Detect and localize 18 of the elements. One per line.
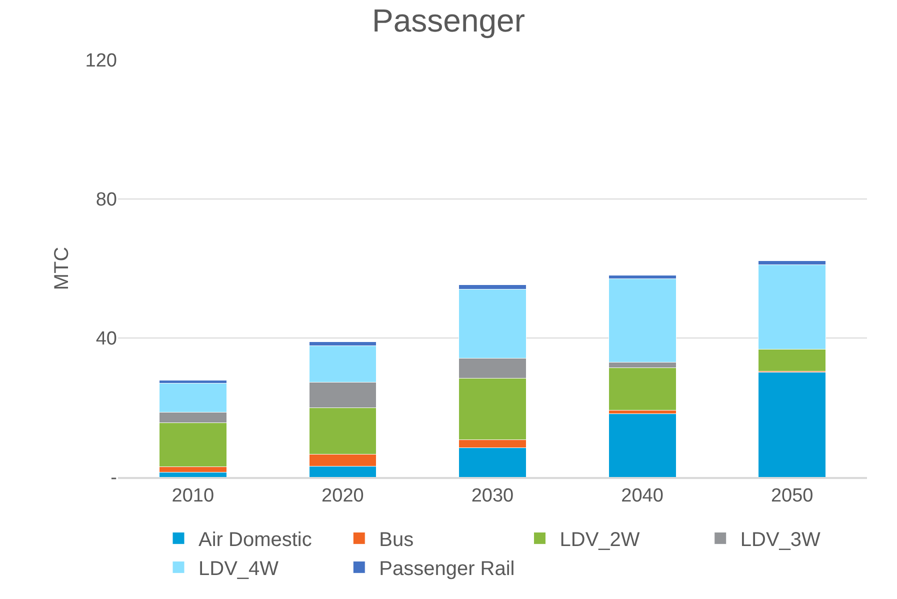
legend-label: Passenger Rail	[379, 558, 515, 580]
x-tick-label: 2020	[322, 486, 364, 507]
y-tick-label: -	[110, 468, 117, 489]
legend-label: LDV_4W	[198, 558, 279, 580]
x-tick-label: 2010	[172, 486, 214, 507]
legend-label: LDV_2W	[560, 529, 640, 551]
x-tick-label: 2050	[770, 486, 814, 507]
bar	[608, 414, 676, 477]
legend-label: Bus	[379, 529, 414, 551]
legend-label: Air Domestic	[198, 529, 312, 551]
y-tick-label: 40	[96, 328, 117, 350]
legend-label: LDV_3W	[740, 529, 821, 551]
y-axis-title: MTC	[51, 246, 73, 290]
x-tick-label: 2040	[621, 486, 664, 507]
y-tick-label: 120	[85, 50, 117, 72]
y-tick-label: 80	[96, 190, 117, 211]
chart-title: Passenger	[372, 2, 526, 38]
x-tick-label: 2030	[471, 486, 514, 507]
